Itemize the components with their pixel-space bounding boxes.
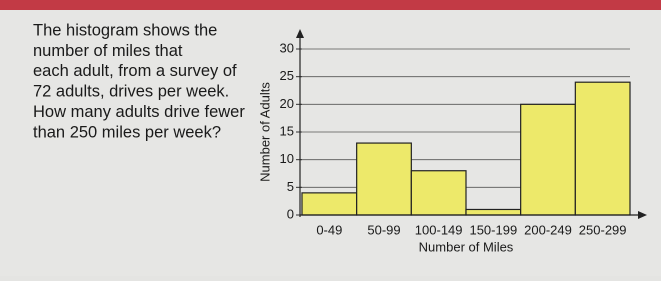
bar [520,103,576,216]
question-line: than 250 miles per week? [33,123,221,141]
bar [356,142,412,216]
question-line: The histogram shows the [33,21,217,39]
x-tick-label: 100-149 [415,222,463,237]
bar [301,192,358,216]
y-axis-label: Number of Adults [257,82,272,182]
question-line: How many adults drive fewer [33,103,245,121]
bar [574,81,631,216]
x-axis-label: Number of Miles [419,239,514,254]
x-tick-label: 200-249 [524,222,572,237]
x-tick-label: 250-299 [579,222,627,237]
x-axis-arrow [638,211,647,219]
bar [410,170,467,216]
y-tick-label: 15 [280,123,294,138]
y-axis-arrow [296,29,304,38]
question-line: each adult, from a survey of [33,62,237,80]
x-tick-label: 50-99 [367,222,400,237]
y-tick-label: 10 [280,151,294,166]
y-tick-label: 0 [287,206,294,221]
y-tick-label: 5 [287,179,294,194]
bar [465,208,522,216]
y-tick-label: 25 [280,68,294,83]
chart: 0 5 10 15 20 25 30 0-49 50-99 100-149 150-199 200-2… [257,29,647,254]
question: The histogram shows the number of miles t… [33,21,245,141]
y-tick-label: 30 [280,40,294,55]
question-line: 72 adults, drives per week. [33,83,229,101]
x-tick-label: 150-199 [469,222,517,237]
question-line: number of miles that [33,42,183,60]
top-band [0,0,661,10]
x-tick-label: 0-49 [316,222,342,237]
y-tick-label: 20 [280,96,294,111]
